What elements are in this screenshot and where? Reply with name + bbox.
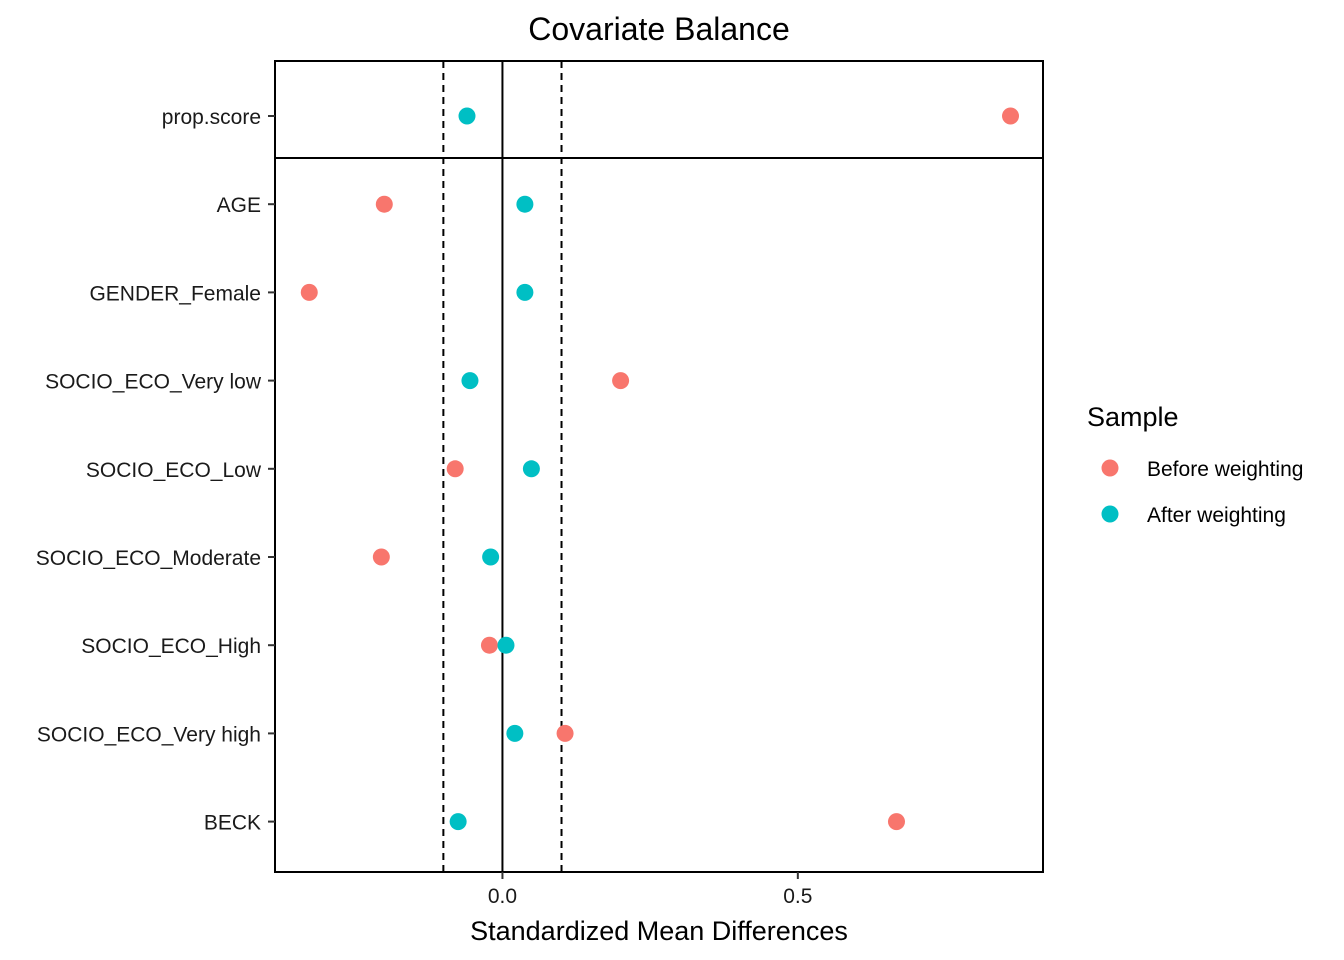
data-point bbox=[458, 107, 476, 125]
y-tick-label: GENDER_Female bbox=[89, 282, 261, 305]
legend-key bbox=[1101, 459, 1119, 477]
series-before-weighting bbox=[300, 107, 1020, 831]
data-point bbox=[516, 283, 534, 301]
data-point bbox=[446, 460, 464, 478]
legend-items: Before weighting After weighting bbox=[1101, 458, 1303, 527]
data-point bbox=[480, 636, 498, 654]
data-point bbox=[449, 813, 467, 831]
x-tick-label: 0.0 bbox=[488, 885, 517, 908]
data-point bbox=[887, 813, 905, 831]
data-point bbox=[556, 724, 574, 742]
y-tick-label: SOCIO_ECO_Very low bbox=[45, 371, 262, 394]
y-tick-label: BECK bbox=[204, 812, 261, 835]
legend-title: Sample bbox=[1087, 402, 1179, 432]
y-tick-label: SOCIO_ECO_Moderate bbox=[36, 547, 261, 570]
data-point bbox=[1002, 107, 1020, 125]
legend-key bbox=[1101, 505, 1119, 523]
plot-area: prop.score AGE GENDER_Female SOCIO_ECO_Very… bbox=[36, 60, 1044, 908]
data-point bbox=[372, 548, 390, 566]
data-point bbox=[375, 195, 393, 213]
y-tick-label: SOCIO_ECO_Low bbox=[86, 459, 262, 482]
data-point bbox=[506, 724, 524, 742]
legend-label: Before weighting bbox=[1147, 458, 1303, 481]
y-tick-label: SOCIO_ECO_High bbox=[81, 635, 261, 658]
series-after-weighting bbox=[449, 107, 540, 831]
data-point bbox=[482, 548, 500, 566]
x-tick-label: 0.5 bbox=[783, 885, 812, 908]
legend-label: After weighting bbox=[1147, 504, 1286, 527]
y-tick-label: SOCIO_ECO_Very high bbox=[37, 723, 261, 746]
plot-border bbox=[274, 60, 1044, 873]
data-point bbox=[522, 460, 540, 478]
data-point bbox=[516, 195, 534, 213]
y-tick-label: prop.score bbox=[162, 106, 261, 129]
data-point bbox=[497, 636, 515, 654]
y-tick-label: AGE bbox=[217, 194, 261, 217]
legend: Sample Before weighting After weighting bbox=[1087, 402, 1303, 527]
data-point bbox=[461, 372, 479, 390]
data-point bbox=[300, 283, 318, 301]
x-axis-title: Standardized Mean Differences bbox=[470, 916, 848, 946]
chart-title: Covariate Balance bbox=[528, 11, 789, 47]
data-point bbox=[612, 372, 630, 390]
